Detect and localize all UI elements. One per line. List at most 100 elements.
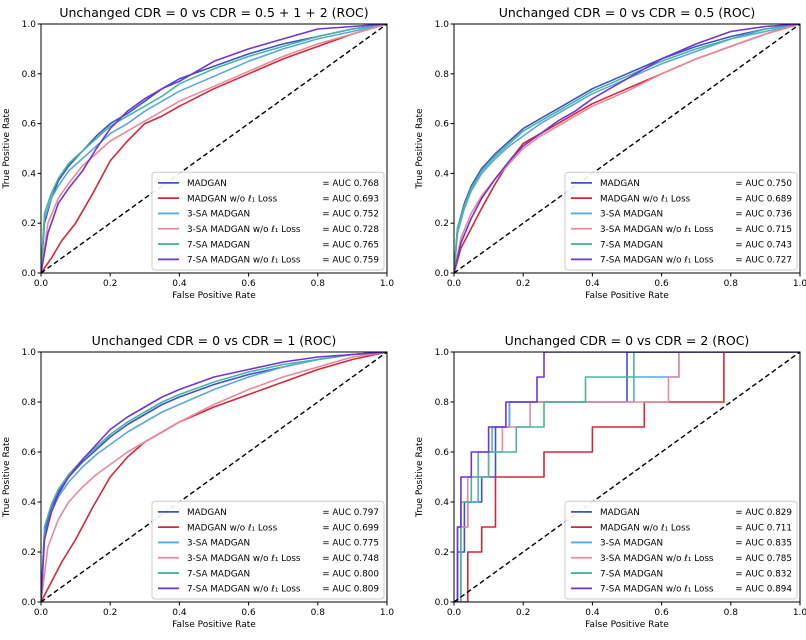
roc-line-0	[454, 24, 800, 273]
roc-line-2	[41, 24, 387, 273]
y-tick-label: 0.4	[435, 169, 450, 179]
legend-auc: = AUC 0.768	[322, 179, 379, 189]
legend-label: MADGAN	[187, 179, 227, 189]
legend-label: 3-SA MADGAN w/o ℓ₁ Loss	[187, 554, 301, 564]
x-tick-label: 0.8	[724, 608, 739, 618]
legend: MADGAN = AUC 0.797 MADGAN w/o ℓ₁ Loss = AUC…	[151, 500, 385, 600]
y-tick-label: 1.0	[435, 348, 450, 358]
legend-auc: = AUC 0.728	[322, 225, 379, 235]
legend-auc: = AUC 0.693	[322, 194, 379, 204]
chart-title: Unchanged CDR = 0 vs CDR = 0.5 + 1 + 2 (…	[59, 5, 368, 20]
legend-auc: = AUC 0.809	[322, 585, 379, 595]
legend-auc: = AUC 0.759	[322, 256, 379, 266]
legend-label: 7-SA MADGAN	[600, 240, 663, 250]
legend: MADGAN = AUC 0.829 MADGAN w/o ℓ₁ Loss = AUC…	[564, 500, 798, 600]
legend-label: 3-SA MADGAN	[187, 210, 250, 220]
y-tick-label: 0.2	[435, 219, 449, 229]
legend-box	[151, 171, 385, 271]
chart-title: Unchanged CDR = 0 vs CDR = 0.5 (ROC)	[499, 5, 756, 20]
legend-auc: = AUC 0.765	[322, 240, 379, 250]
roc-line-1	[41, 24, 387, 273]
legend-auc: = AUC 0.775	[322, 539, 379, 549]
legend-label: 7-SA MADGAN w/o ℓ₁ Loss	[187, 256, 301, 266]
chance-diagonal	[453, 351, 801, 603]
legend-auc: = AUC 0.748	[322, 554, 379, 564]
legend-label: 7-SA MADGAN w/o ℓ₁ Loss	[600, 256, 714, 266]
chart-title: Unchanged CDR = 0 vs CDR = 1 (ROC)	[92, 333, 337, 348]
y-axis-label: True Positive Rate	[415, 436, 425, 518]
y-tick-label: 1.0	[435, 20, 450, 30]
legend-label: 7-SA MADGAN	[600, 569, 663, 579]
legend-auc: = AUC 0.689	[735, 194, 792, 204]
x-tick-label: 0.0	[447, 608, 462, 618]
y-tick-label: 0.0	[22, 269, 37, 279]
roc-line-4	[41, 24, 387, 273]
legend-label: 7-SA MADGAN w/o ℓ₁ Loss	[187, 585, 301, 595]
x-axis-label: False Positive Rate	[585, 291, 669, 301]
legend-auc: = AUC 0.894	[735, 585, 792, 595]
roc-line-5	[41, 352, 387, 602]
y-tick-label: 0.2	[22, 219, 36, 229]
x-tick-label: 1.0	[380, 608, 395, 618]
y-tick-label: 0.8	[435, 398, 450, 408]
y-tick-label: 0.2	[435, 548, 449, 558]
legend-label: MADGAN w/o ℓ₁ Loss	[187, 194, 278, 204]
roc-line-4	[454, 24, 800, 273]
legend-label: MADGAN	[187, 508, 227, 518]
legend-box	[564, 171, 798, 271]
x-tick-label: 0.2	[103, 279, 117, 289]
y-tick-label: 0.0	[435, 269, 450, 279]
roc-panel-0: Unchanged CDR = 0 vs CDR = 0.5 + 1 + 2 (…	[2, 5, 394, 301]
series-group	[41, 24, 387, 273]
x-tick-label: 0.4	[172, 608, 187, 618]
roc-line-4	[41, 352, 387, 602]
roc-line-5	[454, 352, 800, 602]
legend-label: MADGAN	[600, 508, 640, 518]
y-tick-label: 0.0	[22, 598, 37, 608]
legend-auc: = AUC 0.736	[735, 210, 792, 220]
chance-diagonal	[40, 351, 388, 603]
x-tick-label: 0.6	[654, 279, 669, 289]
x-tick-label: 0.4	[172, 279, 187, 289]
x-tick-label: 0.6	[654, 608, 669, 618]
y-tick-label: 0.6	[435, 448, 450, 458]
roc-panel-2: Unchanged CDR = 0 vs CDR = 1 (ROC) 0.0 0.2…	[2, 333, 394, 630]
legend-label: 3-SA MADGAN	[600, 210, 663, 220]
x-tick-label: 0.0	[447, 279, 462, 289]
series-group	[454, 24, 800, 273]
roc-panel-1: Unchanged CDR = 0 vs CDR = 0.5 (ROC)0.0 0…	[415, 5, 806, 301]
x-tick-label: 0.8	[311, 608, 326, 618]
y-tick-label: 0.4	[22, 498, 37, 508]
y-axis-label: True Positive Rate	[415, 108, 425, 190]
legend-label: MADGAN w/o ℓ₁ Loss	[600, 523, 691, 533]
y-tick-label: 0.2	[22, 548, 36, 558]
y-tick-label: 0.6	[22, 120, 37, 130]
plot-frame	[40, 351, 388, 603]
y-tick-label: 0.4	[22, 169, 37, 179]
legend-label: 7-SA MADGAN	[187, 240, 250, 250]
y-tick-label: 0.4	[435, 498, 450, 508]
y-axis-label: True Positive Rate	[2, 108, 12, 190]
legend-box	[151, 500, 385, 600]
legend: MADGAN = AUC 0.768 MADGAN w/o ℓ₁ Loss = AUC…	[151, 171, 385, 271]
roc-line-1	[454, 352, 800, 602]
legend-label: 7-SA MADGAN w/o ℓ₁ Loss	[600, 585, 714, 595]
roc-line-3	[41, 352, 387, 602]
x-axis-label: False Positive Rate	[172, 620, 256, 630]
x-tick-label: 0.0	[34, 608, 49, 618]
legend-label: 3-SA MADGAN w/o ℓ₁ Loss	[600, 554, 714, 564]
plot-frame	[453, 23, 801, 274]
legend-label: 3-SA MADGAN w/o ℓ₁ Loss	[600, 225, 714, 235]
x-tick-label: 1.0	[793, 279, 806, 289]
x-tick-label: 0.2	[103, 608, 117, 618]
legend-auc: = AUC 0.785	[735, 554, 792, 564]
legend-auc: = AUC 0.743	[735, 240, 792, 250]
x-tick-label: 1.0	[793, 608, 806, 618]
x-tick-label: 0.0	[34, 279, 49, 289]
chart-title: Unchanged CDR = 0 vs CDR = 2 (ROC)	[505, 333, 750, 348]
roc-line-3	[454, 24, 800, 273]
roc-line-3	[41, 24, 387, 273]
legend-label: 3-SA MADGAN	[600, 539, 663, 549]
roc-line-4	[454, 352, 800, 602]
x-tick-label: 0.2	[516, 608, 530, 618]
